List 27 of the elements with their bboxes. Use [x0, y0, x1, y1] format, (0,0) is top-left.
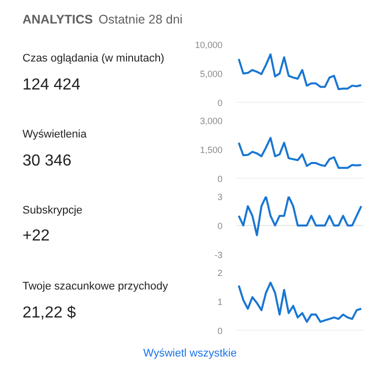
y-tick-label: 0	[217, 174, 223, 184]
text: 124 424	[22, 76, 80, 94]
text: +22	[22, 228, 50, 244]
text: Wyświetl wszystkie	[143, 348, 237, 360]
text: Wyświetlenia	[22, 128, 88, 140]
y-tick-label: 5,000	[200, 69, 223, 79]
y-tick-label: 2	[217, 268, 223, 278]
line-series	[238, 53, 362, 90]
text: Ostatnie 28 dni	[98, 12, 183, 26]
y-tick-label: 0	[217, 98, 223, 108]
text: 21,22 $	[22, 304, 76, 322]
y-tick-label: 3	[217, 192, 223, 202]
y-tick-label: 3,000	[200, 116, 223, 126]
y-tick-label: 10,000	[194, 40, 223, 50]
y-tick-label: 0	[217, 326, 223, 336]
line-series	[238, 282, 362, 323]
text: Subskrypcje	[22, 204, 82, 216]
text: Czas oglądania (w minutach)	[22, 52, 164, 64]
y-tick-label: 0	[217, 221, 223, 231]
y-tick-label: 1,500	[200, 145, 223, 155]
text: Twoje szacunkowe przychody	[22, 280, 169, 292]
line-series	[238, 196, 362, 236]
line-series	[238, 136, 362, 169]
text: 30 346	[22, 152, 72, 170]
y-tick-label: -3	[214, 250, 223, 260]
y-tick-label: 1	[217, 297, 223, 307]
text: ANALYTICS	[22, 12, 93, 26]
